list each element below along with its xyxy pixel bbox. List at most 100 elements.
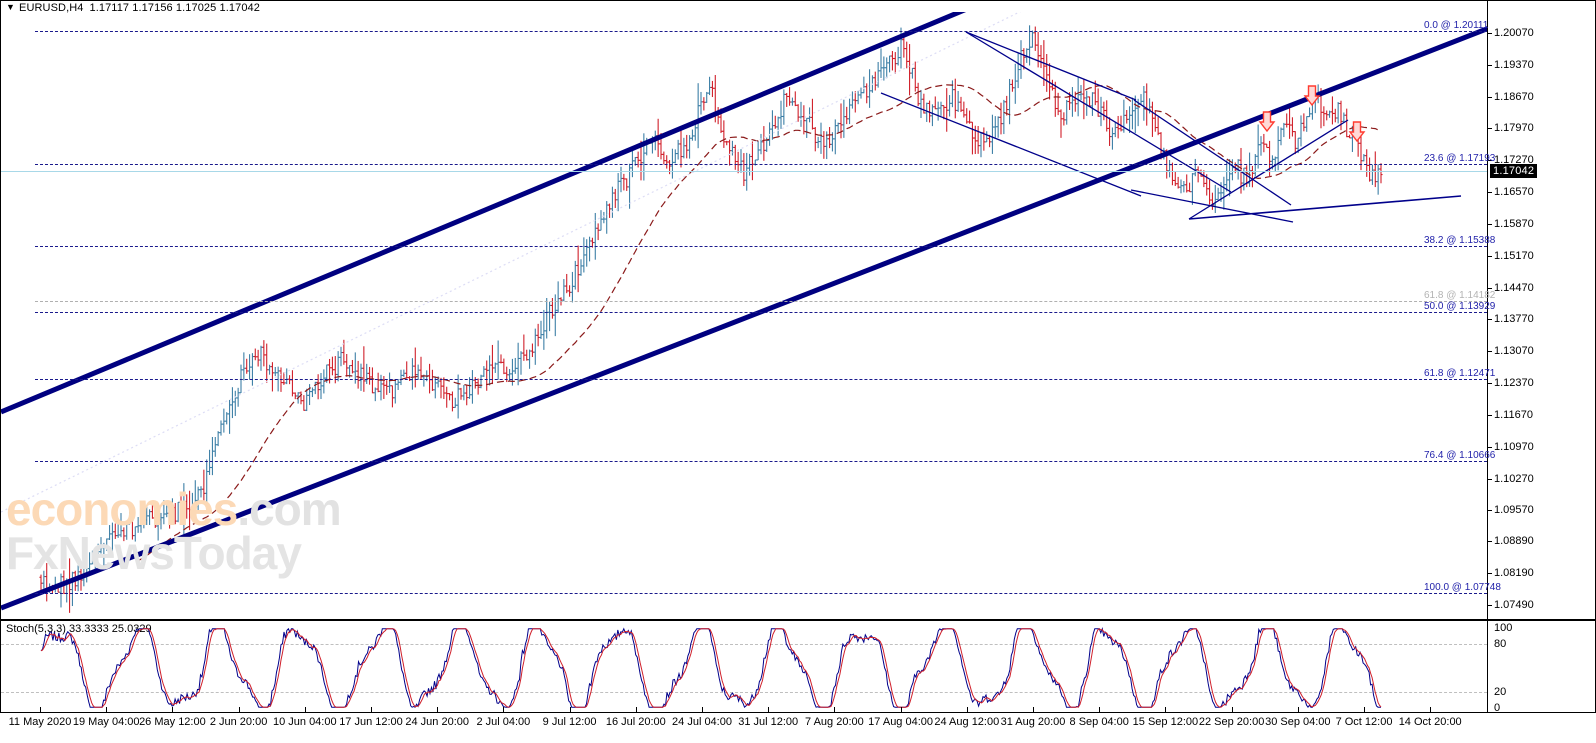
indicator-plot-area [1, 626, 1487, 711]
time-tick-label: 15 Sep 12:00 [1132, 716, 1199, 728]
time-tick-mark [371, 707, 372, 713]
price-plot-area [1, 12, 1487, 617]
time-tick-label: 30 Sep 04:00 [1265, 716, 1331, 728]
price-tick-label: 1.09570 [1494, 504, 1534, 517]
indicator-tick-label: 100 [1494, 622, 1513, 634]
fibonacci-level-line [35, 593, 1487, 595]
price-tick-label: 1.10970 [1494, 440, 1534, 453]
current-price-line [1, 170, 1487, 172]
price-tick-mark [1487, 64, 1492, 66]
price-tick-mark [1487, 573, 1492, 575]
indicator-level-line [1, 644, 1487, 645]
time-tick-mark [304, 707, 306, 713]
price-tick-mark [1487, 510, 1492, 512]
current-price-label: 1.17042 [1490, 163, 1538, 178]
rising-channel [1, 12, 1487, 611]
fibonacci-level-line [35, 31, 1487, 33]
price-tick-mark [1487, 605, 1492, 606]
price-tick-label: 1.15870 [1494, 217, 1534, 230]
price-tick-mark [1487, 287, 1492, 289]
time-tick-mark [768, 707, 770, 713]
moving-average-line [137, 84, 1382, 562]
price-series-svg [1, 12, 1487, 613]
price-tick-mark [1487, 446, 1492, 448]
time-tick-label: 2 Jun 20:00 [209, 716, 268, 728]
price-tick-mark [1487, 128, 1492, 130]
time-tick-mark [106, 707, 108, 713]
time-tick-mark [900, 707, 902, 713]
price-tick-label: 1.16570 [1494, 186, 1534, 199]
price-tick-label: 1.17270 [1494, 154, 1534, 167]
time-tick-label: 19 May 04:00 [72, 716, 140, 728]
time-tick-label: 8 Sep 04:00 [1069, 716, 1129, 728]
time-tick-label: 16 Jul 20:00 [605, 716, 666, 728]
price-tick-mark [1487, 383, 1492, 385]
time-tick-label: 22 Sep 20:00 [1198, 716, 1265, 728]
time-tick-mark [834, 707, 836, 713]
fibonacci-level-label: 50.0 @ 1.13929 [1424, 301, 1496, 313]
sell-signal-arrow-icon [1348, 121, 1366, 143]
time-tick-label: 9 Jul 12:00 [542, 716, 597, 728]
fibonacci-level-line [35, 300, 1487, 302]
price-bars [39, 25, 1383, 613]
time-tick-label: 7 Oct 12:00 [1335, 716, 1393, 728]
price-tick-label: 1.08190 [1494, 567, 1534, 580]
sell-signal-arrow-icon [1258, 111, 1276, 133]
price-tick-label: 1.10270 [1494, 472, 1534, 485]
price-tick-label: 1.14470 [1494, 281, 1534, 294]
time-tick-mark [702, 707, 703, 713]
time-tick-label: 24 Jun 20:00 [405, 716, 469, 728]
time-tick-mark [1297, 707, 1299, 713]
time-tick-mark [635, 707, 637, 713]
price-tick-label: 1.15170 [1494, 249, 1534, 262]
time-tick-mark [1231, 707, 1233, 713]
sell-signal-arrow-icon [1303, 85, 1321, 107]
stochastic-d-line [40, 628, 1382, 708]
time-tick-mark [1364, 707, 1365, 713]
time-tick-mark [172, 707, 174, 713]
fibonacci-level-label: 100.0 @ 1.07748 [1424, 582, 1501, 594]
time-tick-mark [569, 707, 571, 713]
price-tick-mark [1487, 319, 1492, 321]
fibonacci-level-line [35, 163, 1487, 165]
indicator-level-line [1, 692, 1487, 693]
price-tick-mark [1487, 541, 1492, 543]
price-tick-mark [1487, 160, 1492, 162]
time-tick-mark [1033, 707, 1034, 713]
price-tick-label: 1.11670 [1494, 408, 1533, 421]
price-tick-mark [1487, 223, 1492, 225]
fibonacci-level-label: 61.8 @ 1.12471 [1424, 367, 1496, 379]
time-tick-label: 24 Jul 04:00 [672, 716, 732, 728]
time-tick-label: 11 May 2020 [8, 716, 72, 728]
time-tick-label: 14 Oct 20:00 [1398, 716, 1462, 728]
chart-menu-caret-icon[interactable]: ▼ [6, 2, 16, 12]
price-tick-label: 1.13770 [1494, 313, 1534, 326]
time-tick-mark [1165, 707, 1167, 713]
price-tick-label: 1.19370 [1494, 58, 1534, 71]
time-tick-label: 17 Jun 12:00 [339, 716, 403, 728]
fibonacci-level-label: 61.8 @ 1.14182 [1424, 289, 1496, 301]
price-tick-mark [1487, 33, 1492, 34]
trend-lines [880, 31, 1462, 223]
time-tick-mark [1099, 707, 1101, 713]
time-tick-mark [238, 707, 240, 713]
symbol-label: EURUSD,H4 [19, 2, 84, 14]
time-tick-mark [437, 707, 439, 713]
fibonacci-level-line [35, 378, 1487, 380]
time-tick-label: 10 Jun 04:00 [272, 716, 337, 728]
fibonacci-level-line [35, 460, 1487, 462]
indicator-tick-label: 20 [1494, 686, 1507, 698]
time-tick-mark [503, 707, 505, 713]
price-tick-label: 1.12370 [1494, 377, 1534, 390]
fibonacci-level-label: 76.4 @ 1.10666 [1424, 449, 1496, 461]
fibonacci-level-label: 0.0 @ 1.20111 [1424, 20, 1489, 32]
indicator-tick-label: 0 [1494, 702, 1501, 714]
time-tick-mark [40, 707, 41, 713]
symbol-header[interactable]: ▼ EURUSD,H4 1.17117 1.17156 1.17025 1.1704… [6, 2, 260, 14]
time-tick-label: 7 Aug 20:00 [805, 716, 864, 728]
ohlc-values: 1.17117 1.17156 1.17025 1.17042 [89, 2, 260, 14]
price-tick-mark [1487, 351, 1492, 353]
fibonacci-level-label: 23.6 @ 1.17193 [1424, 152, 1496, 164]
time-tick-label: 24 Aug 12:00 [934, 716, 1000, 728]
fibonacci-level-line [35, 245, 1487, 247]
